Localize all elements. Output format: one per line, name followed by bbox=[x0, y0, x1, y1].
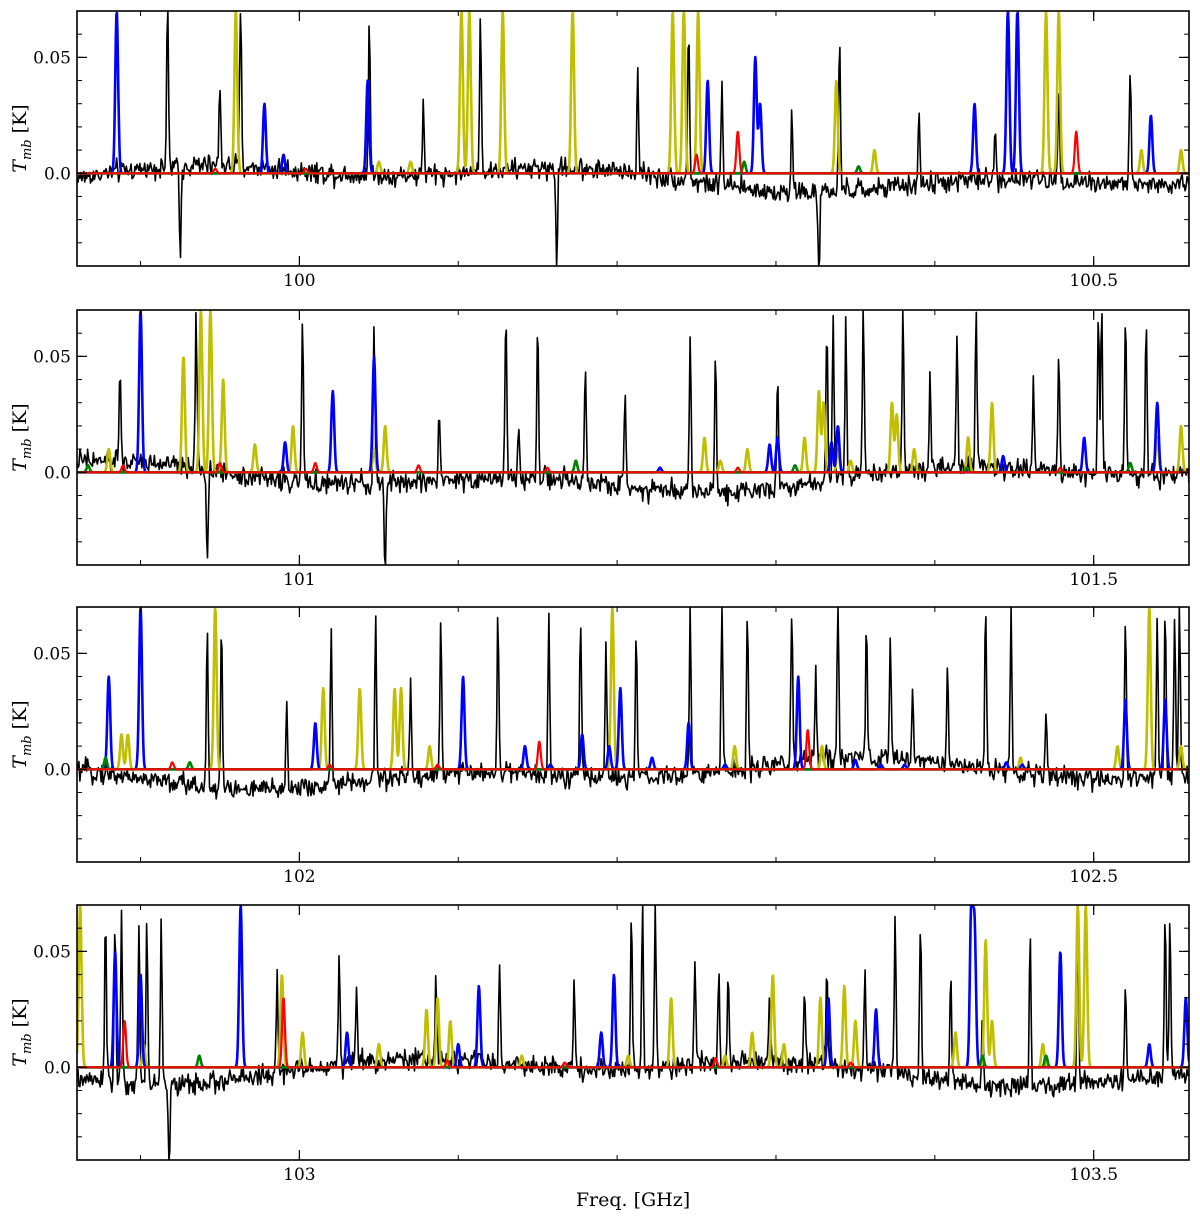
panel-4-y-axis-label: Tmb [K] bbox=[9, 998, 35, 1066]
panel-4-x-tick-label: 103 bbox=[283, 1165, 315, 1185]
panel-1-y-tick-label: 0.05 bbox=[33, 48, 71, 68]
panel-1-traces bbox=[77, 11, 1189, 266]
panel-3: 102 102.5 0.0 0.05 Tmb [K] bbox=[9, 606, 1190, 887]
panel-1-frame bbox=[76, 10, 1190, 267]
panel-4-y-tick-label: 0.05 bbox=[33, 942, 71, 962]
panel-1-y-axis-label: Tmb [K] bbox=[9, 104, 35, 172]
panel-2-y-tick-label: 0.05 bbox=[33, 347, 71, 367]
panel-3-y-tick-label: 0.05 bbox=[33, 644, 71, 664]
panel-2-x-tick-label: 101 bbox=[283, 570, 315, 590]
panel-1-x-tick-label: 100.5 bbox=[1069, 271, 1118, 291]
panel-2-y-axis-label: Tmb [K] bbox=[9, 403, 35, 471]
panel-4: 103 103.5 0.0 0.05 Tmb [K] Freq. [GHz] bbox=[9, 904, 1190, 1211]
panel-4-frame bbox=[76, 904, 1190, 1161]
panel-1: 100 100.5 0.0 0.05 Tmb [K] bbox=[9, 10, 1190, 291]
panel-2-model-blue-spectrum bbox=[77, 310, 1189, 474]
panel-1-model-yellow-spectrum bbox=[77, 11, 1189, 175]
panel-1-observed-spectrum bbox=[77, 11, 1189, 266]
panel-3-model-red-spectrum bbox=[77, 729, 1189, 771]
panel-2-traces bbox=[77, 310, 1189, 565]
panel-3-model-blue-spectrum bbox=[77, 607, 1189, 771]
panel-2-model-yellow-spectrum bbox=[77, 310, 1189, 474]
panel-2: 101 101.5 0.0 0.05 Tmb [K] bbox=[9, 309, 1190, 590]
panel-1-model-red-spectrum bbox=[77, 130, 1189, 175]
panel-4-x-axis-label: Freq. [GHz] bbox=[576, 1189, 690, 1211]
panel-3-y-tick-label: 0.0 bbox=[44, 760, 71, 780]
panel-2-x-tick-label: 101.5 bbox=[1069, 570, 1118, 590]
panel-3-y-axis-label: Tmb [K] bbox=[9, 700, 35, 768]
panel-2-observed-spectrum bbox=[77, 310, 1189, 565]
panel-1-model-blue-spectrum bbox=[77, 11, 1189, 175]
panel-4-y-tick-label: 0.0 bbox=[44, 1058, 71, 1078]
panel-1-x-tick-label: 100 bbox=[283, 271, 315, 291]
panel-3-model-yellow-spectrum bbox=[77, 607, 1189, 771]
panel-2-y-tick-label: 0.0 bbox=[44, 463, 71, 483]
panel-2-frame bbox=[76, 309, 1190, 566]
panel-3-x-tick-label: 102 bbox=[283, 867, 315, 887]
panel-3-traces bbox=[77, 607, 1189, 800]
panel-4-model-red-spectrum bbox=[77, 997, 1189, 1069]
panel-1-y-tick-label: 0.0 bbox=[44, 164, 71, 184]
panel-3-frame bbox=[76, 606, 1190, 863]
panel-4-traces bbox=[77, 905, 1189, 1160]
panel-2-model-red-spectrum bbox=[77, 461, 1189, 474]
panel-3-x-tick-label: 102.5 bbox=[1069, 867, 1118, 887]
panel-4-x-tick-label: 103.5 bbox=[1069, 1165, 1118, 1185]
